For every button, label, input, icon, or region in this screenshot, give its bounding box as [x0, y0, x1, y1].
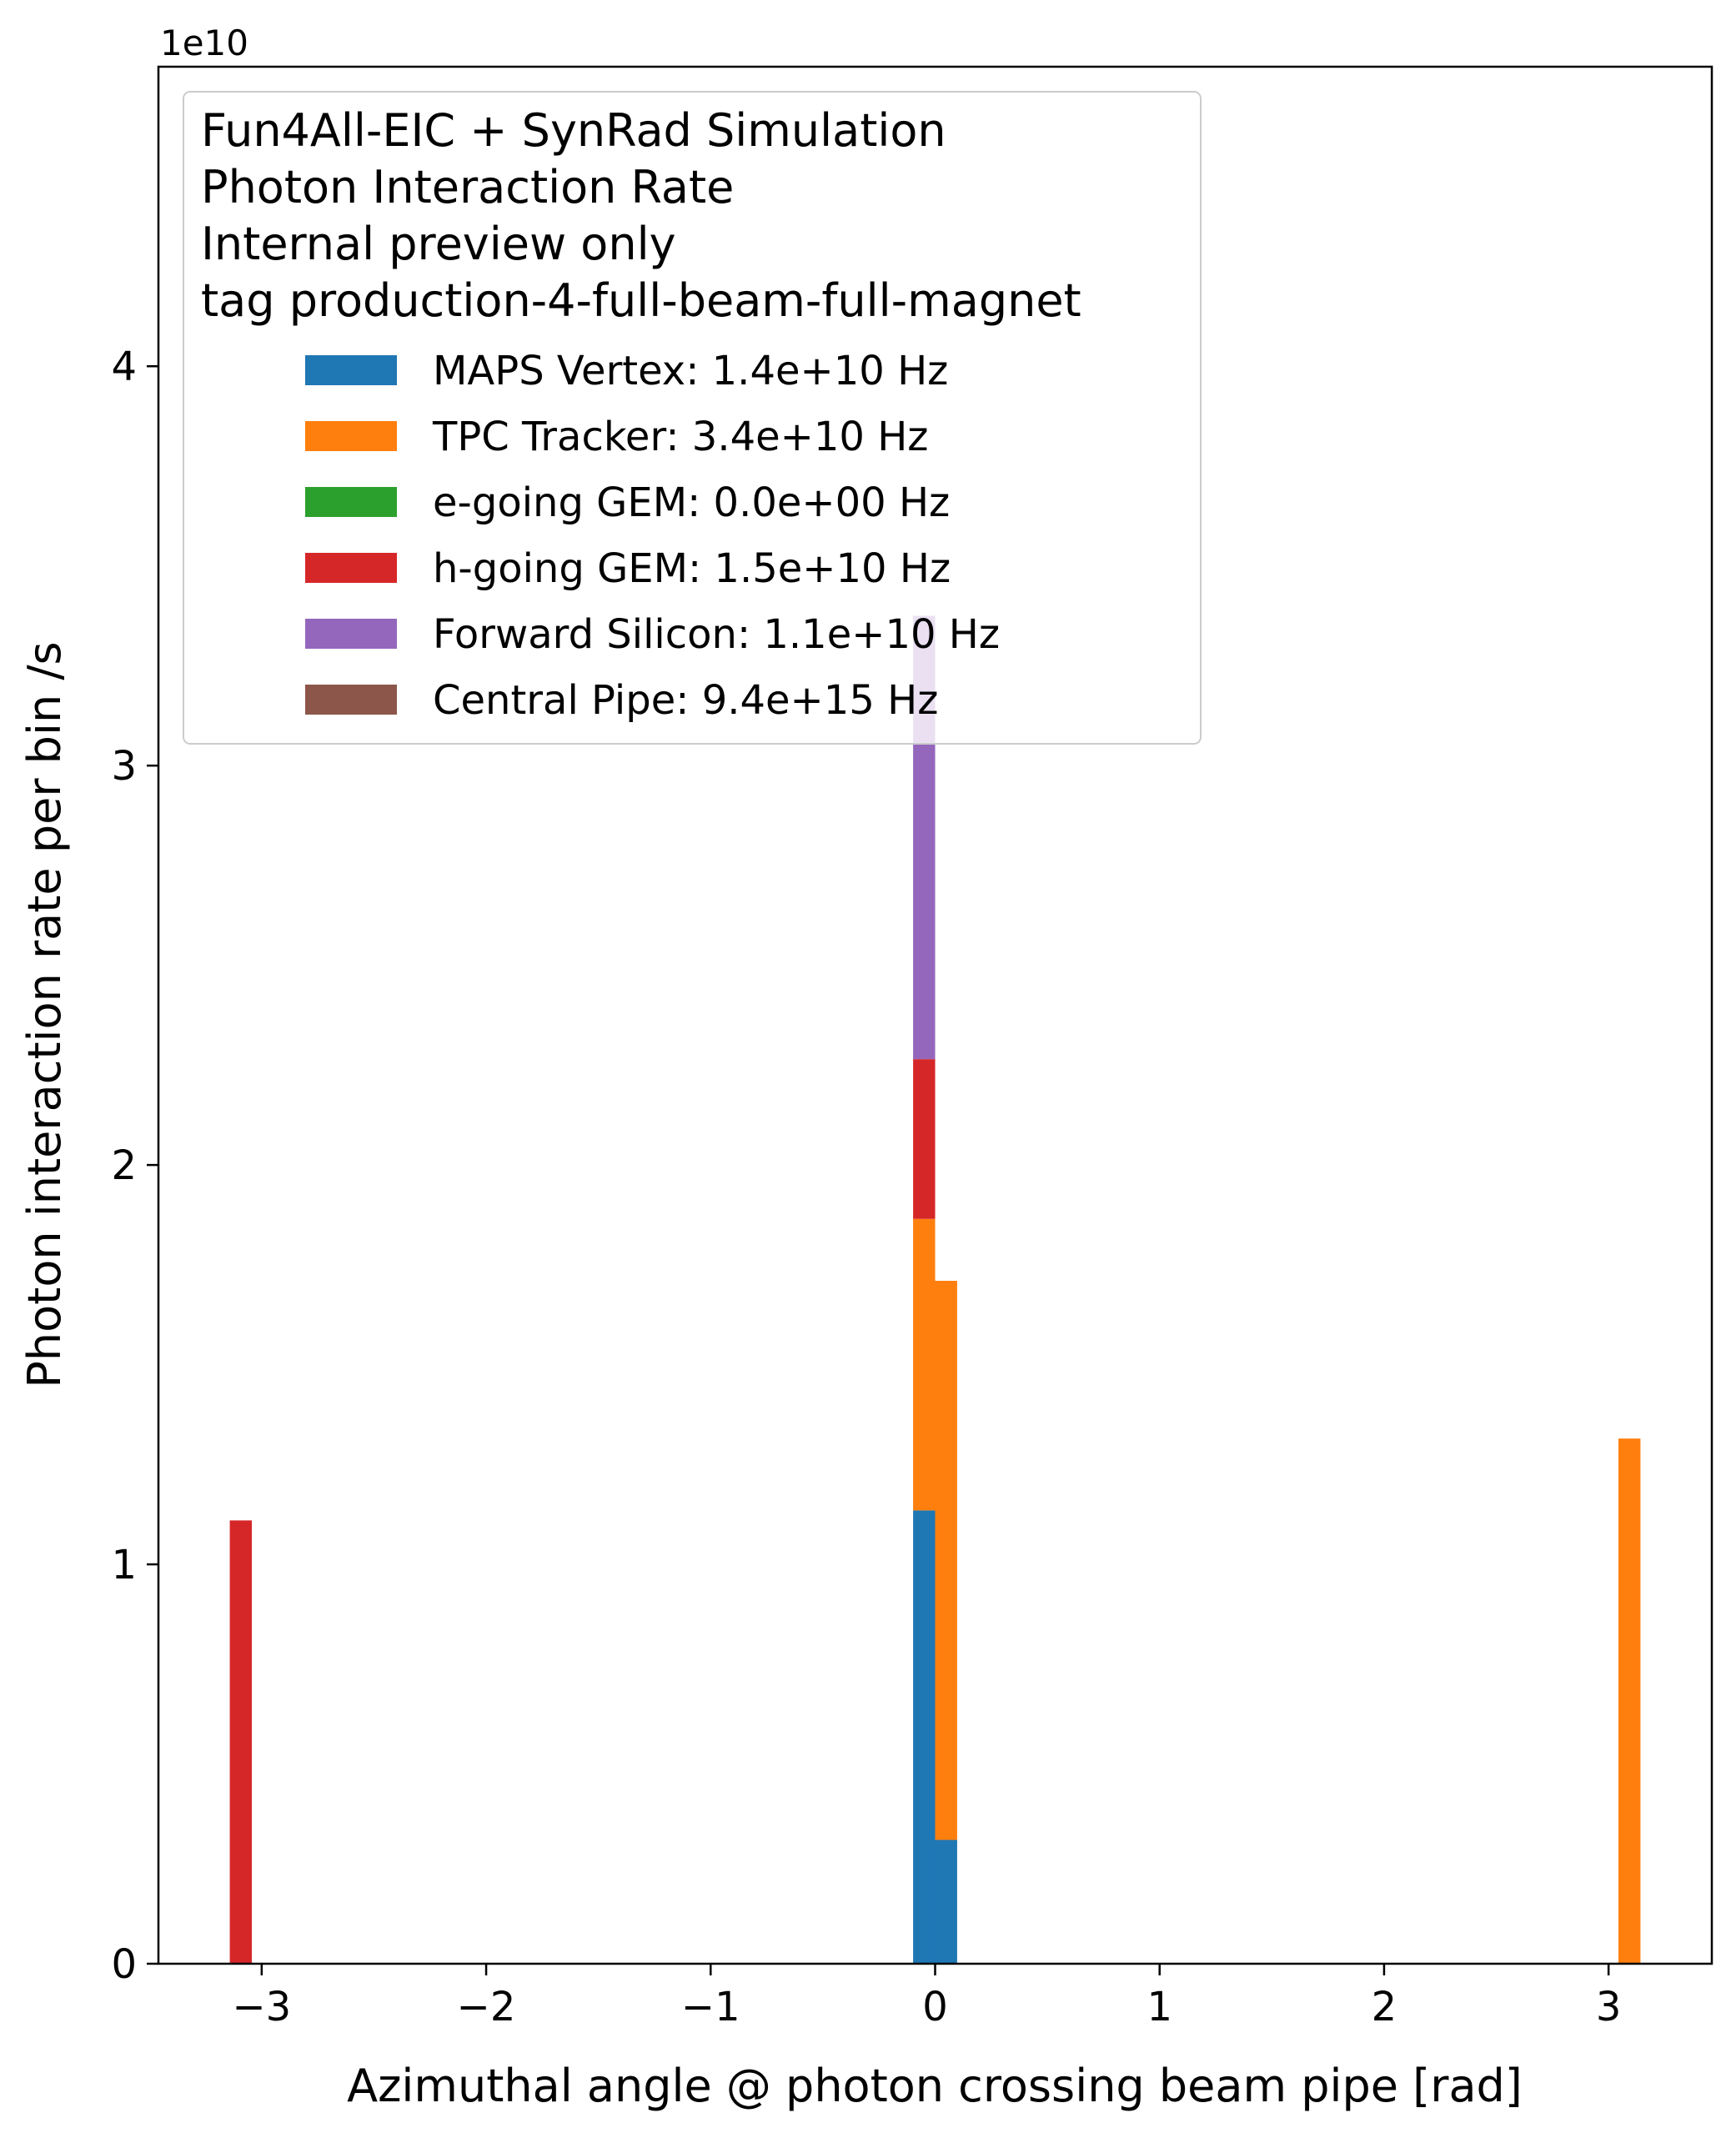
plot-frame — [157, 65, 1713, 1965]
legend-title-line-4: tag production-4-full-beam-full-magnet — [201, 274, 1081, 327]
bar-series-1-bin-0 — [913, 1218, 936, 1511]
legend-entry-label: MAPS Vertex: 1.4e+10 Hz — [433, 348, 948, 394]
legend-entry-label: Central Pipe: 9.4e+15 Hz — [433, 677, 938, 724]
y-tick-label: 4 — [111, 344, 137, 390]
y-tick-label: 0 — [111, 1941, 137, 1988]
x-axis-ticks: −3 −2 −1 0 1 2 3 — [232, 1964, 1621, 2030]
legend-swatch — [305, 487, 397, 517]
legend: Fun4All-EIC + SynRad Simulation Photon I… — [183, 91, 1202, 745]
legend-swatch — [305, 355, 397, 385]
bar-series-3-bin-0 — [229, 1520, 253, 1964]
y-axis-ticks: 0 1 2 3 4 — [111, 344, 158, 1988]
legend-entries: MAPS Vertex: 1.4e+10 Hz TPC Tracker: 3.4e… — [305, 348, 1000, 724]
legend-swatch — [305, 619, 397, 649]
y-tick-label: 3 — [111, 743, 137, 790]
legend-swatch — [305, 685, 397, 715]
legend-title-line-3: Internal preview only — [201, 218, 676, 270]
legend-title-line-2: Photon Interaction Rate — [201, 161, 734, 213]
legend-swatch — [305, 421, 397, 451]
x-tick-label: −3 — [232, 1984, 291, 2030]
legend-frame — [183, 91, 1202, 745]
legend-entry-label: h-going GEM: 1.5e+10 Hz — [433, 545, 951, 592]
y-tick-label: 2 — [111, 1142, 137, 1189]
legend-entry-label: TPC Tracker: 3.4e+10 Hz — [432, 414, 929, 460]
x-tick-label: 2 — [1372, 1984, 1397, 2030]
y-tick-label: 1 — [111, 1542, 137, 1588]
legend-swatch — [305, 553, 397, 583]
y-axis-label: Photon interaction rate per bin /s — [18, 641, 71, 1388]
x-tick-label: 0 — [922, 1984, 948, 2030]
y-offset-label: 1e10 — [160, 23, 248, 63]
bar-series-1-bin-1 — [935, 1281, 957, 1840]
bars-layer — [229, 615, 1641, 1964]
x-axis-label: Azimuthal angle @ photon crossing beam p… — [347, 2060, 1523, 2112]
bar-series-0-bin-0 — [913, 1510, 936, 1964]
legend-title-line-1: Fun4All-EIC + SynRad Simulation — [201, 104, 946, 157]
bar-series-0-bin-1 — [935, 1839, 957, 1964]
x-tick-label: 3 — [1596, 1984, 1622, 2030]
legend-entry-label: Forward Silicon: 1.1e+10 Hz — [433, 611, 1000, 658]
x-tick-label: −1 — [681, 1984, 740, 2030]
legend-entry-label: e-going GEM: 0.0e+00 Hz — [433, 479, 950, 526]
bar-series-3-bin-1 — [913, 1059, 936, 1219]
x-tick-label: 1 — [1146, 1984, 1172, 2030]
x-tick-label: −2 — [457, 1984, 516, 2030]
bar-series-1-bin-2 — [1618, 1438, 1641, 1964]
